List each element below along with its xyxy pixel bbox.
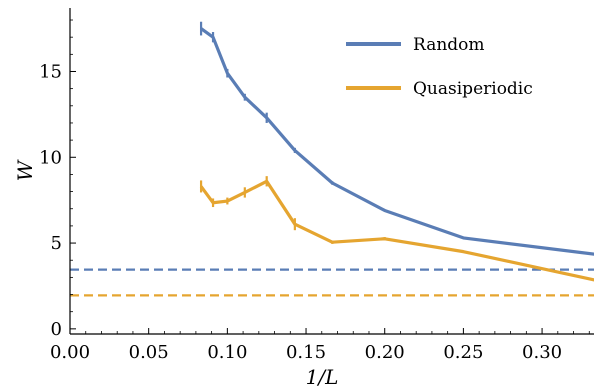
- y-tick-label: 5: [51, 233, 62, 254]
- series-line-quasiperiodic: [199, 179, 594, 282]
- x-tick-label: 0.20: [365, 342, 405, 363]
- axes: 0.00 0.05 0.10 0.15 0.20 0.25 0.30 0 5 10 15 1/L W: [13, 8, 594, 389]
- y-tick-label: 0: [51, 319, 62, 340]
- x-tick-label: 0.30: [522, 342, 562, 363]
- legend: Random Quasiperiodic: [346, 35, 533, 99]
- x-tick-label: 0.10: [207, 342, 247, 363]
- x-tick-label: 0.25: [443, 342, 483, 363]
- plot-area: [70, 21, 594, 297]
- x-axis-label: 1/L: [306, 365, 339, 389]
- y-axis-label: W: [13, 159, 37, 181]
- y-tick-label: 15: [39, 61, 62, 82]
- legend-label-quasiperiodic: Quasiperiodic: [413, 79, 533, 99]
- x-tick-label: 0.00: [50, 342, 90, 363]
- x-tick-label: 0.05: [129, 342, 169, 363]
- legend-label-random: Random: [413, 35, 485, 55]
- x-tick-label: 0.15: [286, 342, 326, 363]
- series-line-random: [200, 27, 594, 256]
- y-tick-label: 10: [39, 147, 62, 168]
